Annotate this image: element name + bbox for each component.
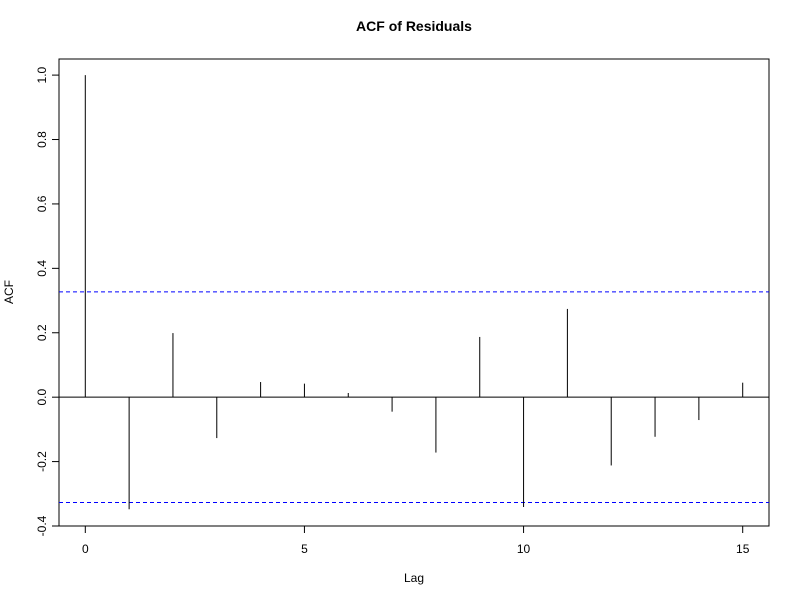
x-tick-label: 5: [301, 542, 308, 556]
y-tick-label: -0.2: [35, 451, 49, 472]
plot-frame: [58, 58, 770, 527]
y-tick-label: 1.0: [35, 66, 49, 83]
y-tick-label: 0.0: [35, 389, 49, 406]
x-tick-label: 0: [82, 542, 89, 556]
y-tick-label: -0.4: [35, 515, 49, 536]
y-tick-label: 0.4: [35, 260, 49, 277]
chart-title: ACF of Residuals: [356, 18, 472, 34]
y-axis: -0.4 -0.2 0.0 0.2 0.4 0.6 0.8 1.0: [35, 66, 59, 536]
y-tick-label: 0.2: [35, 324, 49, 341]
y-axis-label: ACF: [2, 280, 16, 304]
x-tick-label: 10: [517, 542, 531, 556]
y-tick-label: 0.8: [35, 131, 49, 148]
x-tick-label: 15: [736, 542, 750, 556]
x-axis-label: Lag: [404, 571, 424, 585]
acf-bars: [84, 75, 744, 510]
y-tick-label: 0.6: [35, 195, 49, 212]
x-axis: 0 5 10 15: [82, 526, 750, 556]
